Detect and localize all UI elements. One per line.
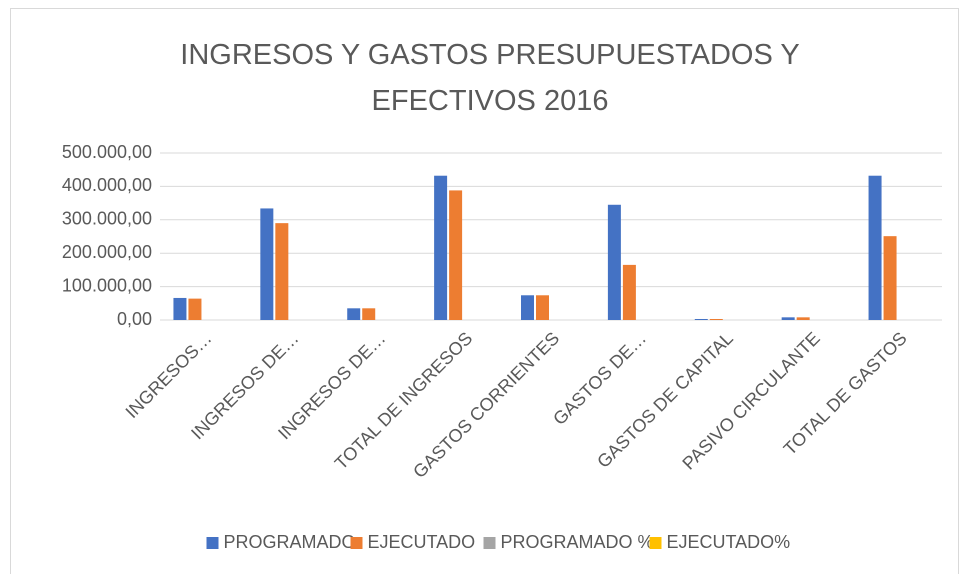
bar (607, 204, 621, 320)
legend-swatch (483, 537, 496, 549)
y-tick-label: 400.000,00 (62, 175, 152, 195)
y-tick-label: 0,00 (117, 309, 152, 329)
bar (709, 318, 723, 320)
bar (883, 236, 897, 320)
bar (347, 308, 361, 320)
bar (536, 295, 549, 320)
bar (434, 175, 448, 320)
bar (275, 223, 289, 320)
legend-label: PROGRAMADO (224, 532, 356, 552)
bar (521, 295, 534, 320)
legend-swatch (206, 537, 219, 549)
chart-title: INGRESOS Y GASTOS PRESUPUESTADOS Y EFECT… (180, 39, 800, 117)
x-tick-label: GASTOS DE… (549, 328, 650, 429)
legend-swatch (649, 537, 662, 549)
y-tick-label: 200.000,00 (62, 242, 152, 262)
y-tick-label: 300.000,00 (62, 209, 152, 229)
bar (173, 297, 187, 320)
y-tick-label: 500.000,00 (62, 142, 152, 162)
legend-label: PROGRAMADO % (501, 532, 654, 552)
legend-label: EJECUTADO% (667, 532, 791, 552)
bar (449, 190, 463, 320)
bar (868, 175, 882, 320)
legend-label: EJECUTADO (368, 532, 476, 552)
legend-swatch (350, 537, 363, 549)
y-tick-label: 100.000,00 (62, 275, 152, 295)
bar (781, 317, 795, 320)
bar (362, 308, 376, 320)
bar (188, 298, 202, 320)
chart-border (10, 8, 959, 574)
bar (622, 264, 636, 320)
bar (694, 318, 708, 320)
bar (260, 208, 274, 320)
bar (796, 317, 810, 320)
x-tick-label: INGRESOS… (122, 328, 216, 422)
x-tick-label: GASTOS CORRIENTES (409, 328, 563, 482)
